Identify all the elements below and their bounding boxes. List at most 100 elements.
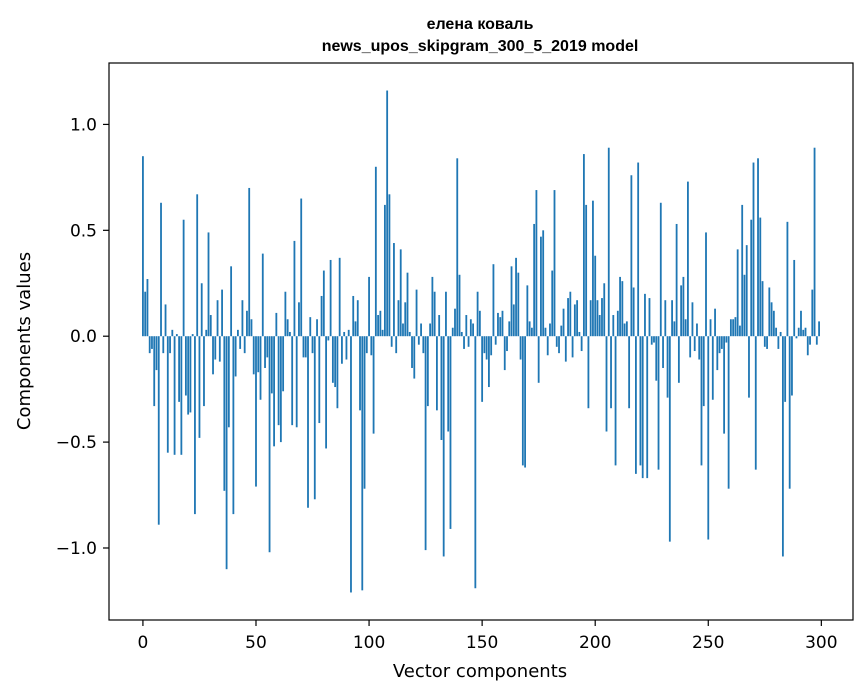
bar-165 [515, 257, 517, 337]
bar-244 [693, 336, 696, 352]
bar-148 [476, 291, 479, 337]
bar-274 [761, 281, 764, 337]
bar-220 [639, 336, 642, 466]
bar-225 [650, 336, 653, 345]
bar-32 [214, 336, 217, 360]
bar-289 [795, 336, 798, 339]
bar-160 [503, 336, 506, 371]
bar-133 [442, 336, 445, 557]
bar-235 [673, 321, 676, 337]
bar-129 [433, 291, 436, 337]
bar-296 [811, 289, 814, 337]
bar-200 [594, 255, 597, 337]
bar-162 [508, 321, 511, 337]
bar-240 [684, 319, 687, 337]
bar-110 [390, 336, 393, 347]
bar-120 [413, 336, 416, 379]
bar-86 [336, 336, 339, 409]
bar-73 [307, 336, 309, 508]
y-tick-label-2: 0.0 [70, 327, 97, 347]
bar-61 [279, 336, 282, 443]
bar-234 [671, 300, 673, 337]
bar-34 [218, 336, 221, 362]
bar-221 [641, 336, 644, 479]
bar-23 [194, 336, 196, 515]
bar-276 [766, 336, 768, 349]
bar-145 [469, 319, 472, 337]
bar-164 [512, 304, 515, 337]
bar-118 [408, 331, 411, 337]
bar-100 [368, 276, 370, 337]
bar-181 [551, 270, 554, 337]
bar-31 [212, 336, 214, 375]
bar-275 [763, 336, 766, 347]
bar-280 [775, 327, 778, 337]
bar-52 [259, 336, 262, 400]
bar-80 [322, 270, 325, 337]
bar-192 [576, 300, 579, 337]
bar-254 [716, 336, 719, 371]
bar-215 [628, 336, 631, 409]
bar-272 [757, 158, 759, 337]
bar-203 [601, 298, 603, 337]
bar-187 [564, 336, 567, 362]
bar-250 [707, 336, 710, 540]
bar-131 [438, 315, 441, 337]
bar-3 [148, 336, 151, 354]
x-tick-label-300: 300 [805, 633, 837, 653]
y-tick-label-4: 1.0 [70, 115, 97, 135]
bar-0 [142, 156, 144, 337]
bar-229 [659, 202, 662, 337]
bar-198 [589, 300, 592, 337]
bar-285 [786, 221, 789, 337]
bar-121 [415, 289, 418, 337]
bar-6 [155, 336, 158, 371]
bar-267 [745, 245, 748, 337]
bar-39 [230, 266, 233, 337]
bar-213 [623, 323, 626, 337]
bar-193 [578, 331, 581, 337]
bar-57 [270, 336, 273, 394]
bar-278 [770, 302, 773, 337]
bar-20 [187, 336, 190, 415]
bar-60 [277, 336, 280, 426]
bar-284 [784, 336, 787, 402]
bar-286 [788, 336, 791, 489]
bar-65 [289, 331, 291, 337]
bar-11 [166, 336, 169, 453]
bar-258 [725, 336, 728, 343]
bar-22 [191, 334, 194, 337]
bar-4 [151, 336, 153, 349]
bar-153 [488, 336, 490, 388]
bar-89 [343, 331, 346, 337]
bar-223 [646, 336, 649, 479]
bar-26 [200, 283, 203, 337]
bar-156 [494, 336, 497, 345]
bar-288 [793, 259, 796, 337]
chart-title-line2: news_upos_skipgram_300_5_2019 model [322, 38, 639, 55]
bar-107 [383, 204, 386, 337]
bar-27 [203, 336, 205, 407]
bar-88 [341, 336, 343, 364]
bar-84 [331, 336, 334, 383]
bar-72 [304, 336, 307, 358]
bar-159 [501, 310, 504, 337]
bar-124 [422, 336, 425, 354]
bar-42 [237, 329, 239, 337]
bar-149 [478, 310, 481, 337]
bar-7 [157, 336, 160, 525]
bar-218 [635, 336, 637, 474]
bar-260 [729, 319, 732, 337]
bar-112 [395, 336, 398, 354]
bar-81 [325, 336, 327, 449]
bar-99 [365, 336, 368, 354]
y-tick-label-3: 0.5 [70, 221, 97, 241]
bar-33 [216, 300, 219, 337]
bar-204 [603, 283, 606, 337]
bar-87 [338, 257, 341, 337]
bar-123 [420, 323, 422, 337]
bar-279 [772, 310, 775, 337]
bar-64 [286, 319, 289, 337]
bar-189 [569, 291, 572, 337]
